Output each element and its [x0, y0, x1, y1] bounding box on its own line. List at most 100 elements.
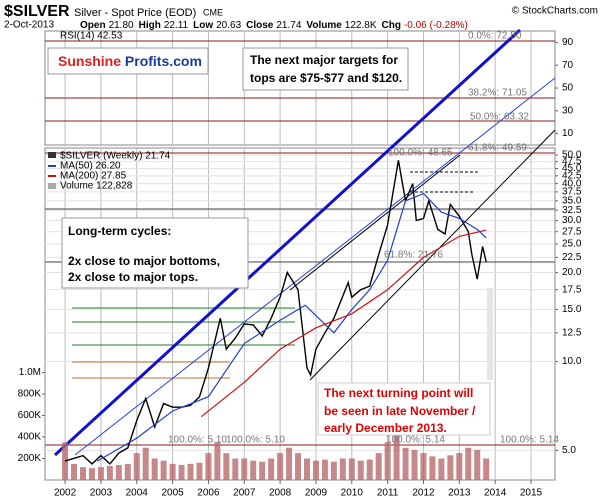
volume-bar	[259, 461, 266, 480]
fib-label: 61.8%: 21.76	[384, 250, 443, 261]
legend-swatch	[48, 152, 56, 158]
trend-line	[289, 154, 461, 291]
volume-bar	[187, 463, 194, 480]
volume-tick-label: 800K	[18, 389, 42, 400]
fib-label: 100.0%: 48.65	[388, 148, 453, 159]
volume-bar	[330, 461, 337, 480]
volume-bar	[474, 449, 481, 480]
x-tick-label: 2007	[233, 488, 256, 499]
y-tick-label: 40.0	[562, 178, 582, 189]
volume-bar	[88, 468, 95, 480]
volume-bar	[303, 458, 310, 480]
volume-bar	[295, 453, 302, 480]
volume-bar	[268, 458, 275, 480]
x-tick-label: 2002	[54, 488, 77, 499]
fib-label: 100.0%: 5.14	[500, 435, 559, 446]
y-tick-label: 50.0	[562, 150, 582, 161]
projection-bar	[487, 288, 493, 380]
volume-bar	[142, 447, 149, 480]
legend-label: Volume 122,828	[60, 181, 133, 192]
rsi-tick-label: 70	[562, 60, 574, 71]
stat-value: 20.63	[216, 20, 241, 31]
y-tick-label: 37.5	[562, 187, 582, 198]
volume-bar	[447, 455, 454, 480]
trend-lines	[53, 28, 556, 457]
chart-title: $SILVER	[4, 3, 70, 20]
y-tick-label: 45.0	[562, 163, 582, 174]
x-tick-label: 2004	[126, 488, 149, 499]
volume-bar	[71, 463, 78, 480]
volume-bar	[366, 459, 373, 480]
rsi-tick-label: 50	[562, 83, 574, 94]
volume-bar	[420, 453, 427, 480]
stat-value: 22.11	[164, 20, 189, 31]
stat-value: -0.06 (-0.28%)	[404, 20, 468, 31]
brand-box	[47, 47, 209, 75]
x-tick-label: 2015	[520, 488, 543, 499]
note-line: The next turning point will	[324, 386, 473, 400]
y-tick-label: 47.5	[562, 156, 582, 167]
volume-bar	[223, 453, 230, 480]
date: 2-Oct-2013	[4, 20, 54, 31]
legend-swatch	[48, 183, 56, 189]
y-tick-label: 27.5	[562, 226, 582, 237]
rsi-tick-label: 30	[562, 105, 574, 116]
x-tick-label: 2006	[197, 488, 220, 499]
exchange: CME	[203, 7, 223, 17]
series-line	[200, 229, 487, 418]
rsi-label: RSI(14) 42.53	[60, 31, 123, 42]
note-line: tops are $75-$77 and $120.	[250, 71, 402, 85]
volume-bar	[133, 453, 140, 480]
volume-bar	[214, 442, 221, 480]
volume-bar	[456, 453, 463, 480]
note-line: early December 2013.	[324, 421, 447, 435]
y-tick-label: 22.5	[562, 252, 582, 263]
stat-label: Close	[246, 20, 274, 31]
note-box	[317, 382, 491, 436]
y-tick-label: 42.5	[562, 170, 582, 181]
stats: Open 21.80 High 22.11 Low 20.63 Close 21.74 Volu…	[80, 20, 468, 31]
volume-bar	[321, 459, 328, 480]
fib-label: 100.0%: 5.10	[168, 435, 227, 446]
stat-label: Open	[80, 20, 106, 31]
y-tick-label: 25.0	[562, 239, 582, 250]
stat-label: Chg	[382, 20, 401, 31]
note-line: be seen in late November /	[324, 404, 476, 418]
rsi-tick-label: 10	[562, 128, 574, 139]
x-tick-label: 2013	[448, 488, 471, 499]
volume-bar	[465, 447, 472, 480]
series-line	[96, 192, 487, 462]
volume-bar	[178, 464, 185, 480]
fib-label: 0.0%: 72.50	[468, 31, 522, 42]
volume-bar	[169, 463, 176, 480]
y-tick-label: 30.0	[562, 215, 582, 226]
stat-label: Volume	[306, 20, 342, 31]
x-tick-label: 2005	[161, 488, 184, 499]
volume-bar	[438, 458, 445, 480]
chart-subtitle: Silver - Spot Price (EOD)	[74, 7, 196, 19]
volume-bar	[62, 442, 69, 480]
legend-label: MA(200) 27.85	[60, 171, 127, 182]
stat-label: Low	[193, 20, 213, 31]
x-tick-label: 2011	[377, 488, 399, 499]
volume-bar	[348, 458, 355, 480]
volume-tick-label: 200K	[18, 453, 42, 464]
x-tick-label: 2014	[484, 488, 507, 499]
series-line	[64, 160, 487, 465]
x-tick-label: 2010	[341, 488, 364, 499]
copyright: © StockCharts.com	[512, 6, 598, 17]
volume-bar	[312, 460, 319, 480]
stat-label: High	[139, 20, 161, 31]
y-tick-label: 35.0	[562, 195, 582, 206]
volume-bar	[375, 453, 382, 480]
y-tick-label: 17.5	[562, 284, 582, 295]
volume-bar	[250, 460, 257, 480]
note-line: 2x close to major tops.	[68, 270, 198, 284]
volume-tick-label: 1.0M	[19, 367, 41, 378]
volume-bar	[196, 462, 203, 480]
volume-bar	[106, 466, 113, 480]
fib-lines	[45, 40, 555, 446]
fib-label: 61.8%: 49.59	[468, 143, 527, 154]
y-tick-label: 10.0	[562, 356, 582, 367]
